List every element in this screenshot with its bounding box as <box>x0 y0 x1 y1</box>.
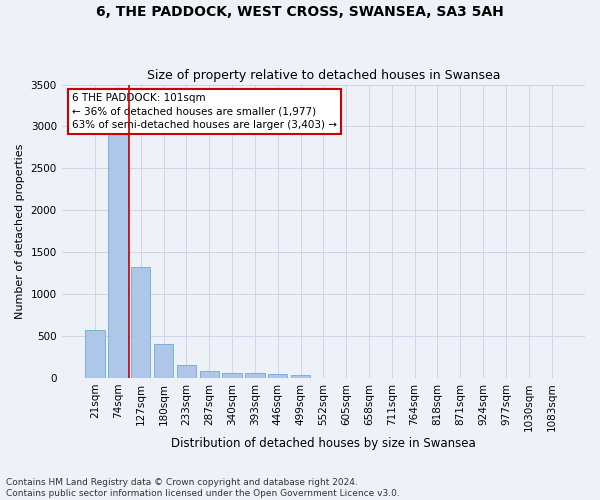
Bar <box>245 374 265 378</box>
Bar <box>154 344 173 378</box>
Bar <box>131 268 151 378</box>
Title: Size of property relative to detached houses in Swansea: Size of property relative to detached ho… <box>146 69 500 82</box>
Bar <box>291 374 310 378</box>
Bar <box>223 373 242 378</box>
Bar <box>177 366 196 378</box>
Text: Contains HM Land Registry data © Crown copyright and database right 2024.
Contai: Contains HM Land Registry data © Crown c… <box>6 478 400 498</box>
Bar <box>200 372 219 378</box>
Y-axis label: Number of detached properties: Number of detached properties <box>15 144 25 319</box>
X-axis label: Distribution of detached houses by size in Swansea: Distribution of detached houses by size … <box>171 437 476 450</box>
Text: 6 THE PADDOCK: 101sqm
← 36% of detached houses are smaller (1,977)
63% of semi-d: 6 THE PADDOCK: 101sqm ← 36% of detached … <box>72 94 337 130</box>
Bar <box>85 330 105 378</box>
Bar <box>268 374 287 378</box>
Bar <box>108 134 128 378</box>
Text: 6, THE PADDOCK, WEST CROSS, SWANSEA, SA3 5AH: 6, THE PADDOCK, WEST CROSS, SWANSEA, SA3… <box>96 5 504 19</box>
